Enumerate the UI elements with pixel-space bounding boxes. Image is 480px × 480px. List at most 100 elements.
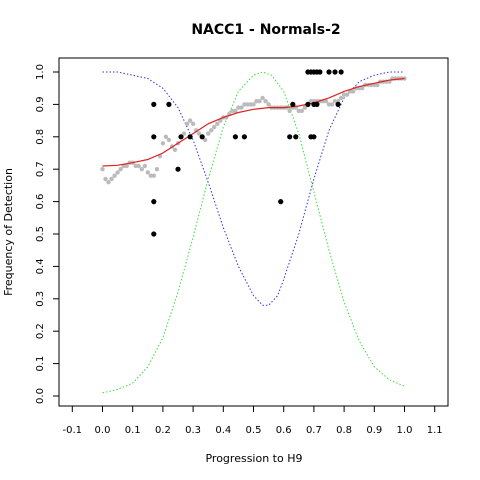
smoothed-point xyxy=(172,147,178,152)
chart-title: NACC1 - Normals-2 xyxy=(191,22,340,38)
data-point xyxy=(335,101,341,107)
x-axis-label: Progression to H9 xyxy=(205,452,302,465)
x-tick-label: 0.8 xyxy=(336,425,352,436)
smoothed-point xyxy=(163,134,169,139)
data-point xyxy=(151,101,157,107)
smoothed-point xyxy=(145,170,150,175)
y-axis: 0.0 0.1 0.2 0.3 0.4 0.5 0.6 0.7 0.8 0.9 1.0 xyxy=(35,64,59,404)
x-tick-label: 1.1 xyxy=(427,425,443,436)
smoothed-point xyxy=(338,95,344,101)
y-tick-label: 0.4 xyxy=(35,258,46,274)
smoothed-point xyxy=(215,121,220,127)
smoothed-point xyxy=(351,89,356,94)
data-point xyxy=(305,101,311,107)
smoothed-point xyxy=(206,131,211,136)
y-tick-label: 0.9 xyxy=(35,96,46,112)
smoothed-point xyxy=(239,105,244,110)
y-tick-label: 0.8 xyxy=(35,129,46,145)
data-point xyxy=(326,69,332,75)
x-tick-label: 0.9 xyxy=(366,425,382,436)
x-tick-label: 0.1 xyxy=(125,425,141,436)
smoothed-point xyxy=(187,118,193,123)
data-point xyxy=(166,101,172,107)
smoothed-point xyxy=(124,163,129,169)
data-point xyxy=(151,231,157,237)
smoothed-point xyxy=(203,137,208,143)
y-tick-label: 0.1 xyxy=(35,356,46,372)
smoothed-point xyxy=(257,99,262,104)
smoothed-point xyxy=(109,176,114,182)
smoothed-point xyxy=(263,99,268,104)
data-point xyxy=(187,134,193,140)
data-point xyxy=(338,69,344,75)
smoothed-point xyxy=(242,102,247,107)
smoothed-point xyxy=(190,121,196,127)
x-tick-label: 0.6 xyxy=(276,425,292,436)
smoothed-fit-line xyxy=(102,77,405,167)
plot-area xyxy=(100,69,407,394)
x-axis: -0.1 0.0 0.1 0.2 0.3 0.4 0.5 0.6 0.7 0.8 0.9 1.0 1.1 xyxy=(63,406,443,436)
data-point xyxy=(175,166,181,172)
x-tick-label: 0.4 xyxy=(215,425,231,436)
data-point xyxy=(232,134,238,140)
smoothed-point xyxy=(118,167,123,172)
smoothed-point xyxy=(266,102,271,107)
data-point xyxy=(290,101,296,107)
x-tick-label: 1.0 xyxy=(397,425,413,436)
smoothed-point xyxy=(112,173,117,178)
smoothed-point xyxy=(360,86,365,91)
data-point xyxy=(287,134,293,140)
data-point xyxy=(311,134,317,140)
smoothed-point xyxy=(332,99,338,104)
smoothed-point xyxy=(142,163,147,169)
density-curve-3 xyxy=(102,71,405,306)
data-point xyxy=(241,134,247,140)
y-tick-label: 0.6 xyxy=(35,194,46,210)
smoothed-point xyxy=(136,163,141,169)
smoothed-point xyxy=(302,105,307,110)
data-point xyxy=(314,101,320,107)
data-point xyxy=(332,69,338,75)
smoothed-point xyxy=(323,99,329,104)
smoothed-point xyxy=(212,124,217,130)
smoothed-point xyxy=(166,137,172,143)
smoothed-point xyxy=(154,167,160,172)
smoothed-point xyxy=(151,173,156,178)
data-point xyxy=(151,199,157,205)
data-point xyxy=(151,134,157,140)
smoothed-point xyxy=(184,121,190,127)
y-tick-label: 0.3 xyxy=(35,291,46,307)
smoothed-point xyxy=(196,131,202,136)
smoothed-point xyxy=(251,102,256,107)
smoothed-point xyxy=(160,141,166,146)
x-tick-label: -0.1 xyxy=(63,425,83,436)
data-point xyxy=(293,134,299,140)
x-tick-label: 0.5 xyxy=(246,425,262,436)
density-curve-4 xyxy=(102,71,405,394)
x-tick-label: 0.2 xyxy=(155,425,171,436)
data-point xyxy=(317,69,323,75)
smoothed-point xyxy=(233,108,238,114)
x-tick-label: 0.0 xyxy=(95,425,111,436)
data-point xyxy=(278,199,284,205)
smoothed-point xyxy=(287,108,292,114)
smoothed-point xyxy=(299,108,304,114)
smoothed-point xyxy=(115,170,120,175)
smoothed-point xyxy=(375,82,380,88)
x-tick-label: 0.7 xyxy=(306,425,322,436)
y-tick-label: 0.5 xyxy=(35,226,46,242)
data-point xyxy=(178,134,184,140)
y-tick-label: 0.0 xyxy=(35,388,46,404)
smoothed-point xyxy=(106,180,111,185)
y-tick-label: 0.2 xyxy=(35,323,46,339)
smoothed-point xyxy=(100,167,105,172)
y-tick-label: 0.7 xyxy=(35,161,46,177)
y-tick-label: 1.0 xyxy=(35,64,46,80)
data-point xyxy=(199,134,205,140)
smoothed-point xyxy=(103,176,108,182)
smoothed-point xyxy=(181,131,187,136)
y-axis-label: Frequency of Detection xyxy=(2,168,15,296)
smoothed-point xyxy=(329,102,335,107)
plot-frame xyxy=(58,57,449,407)
